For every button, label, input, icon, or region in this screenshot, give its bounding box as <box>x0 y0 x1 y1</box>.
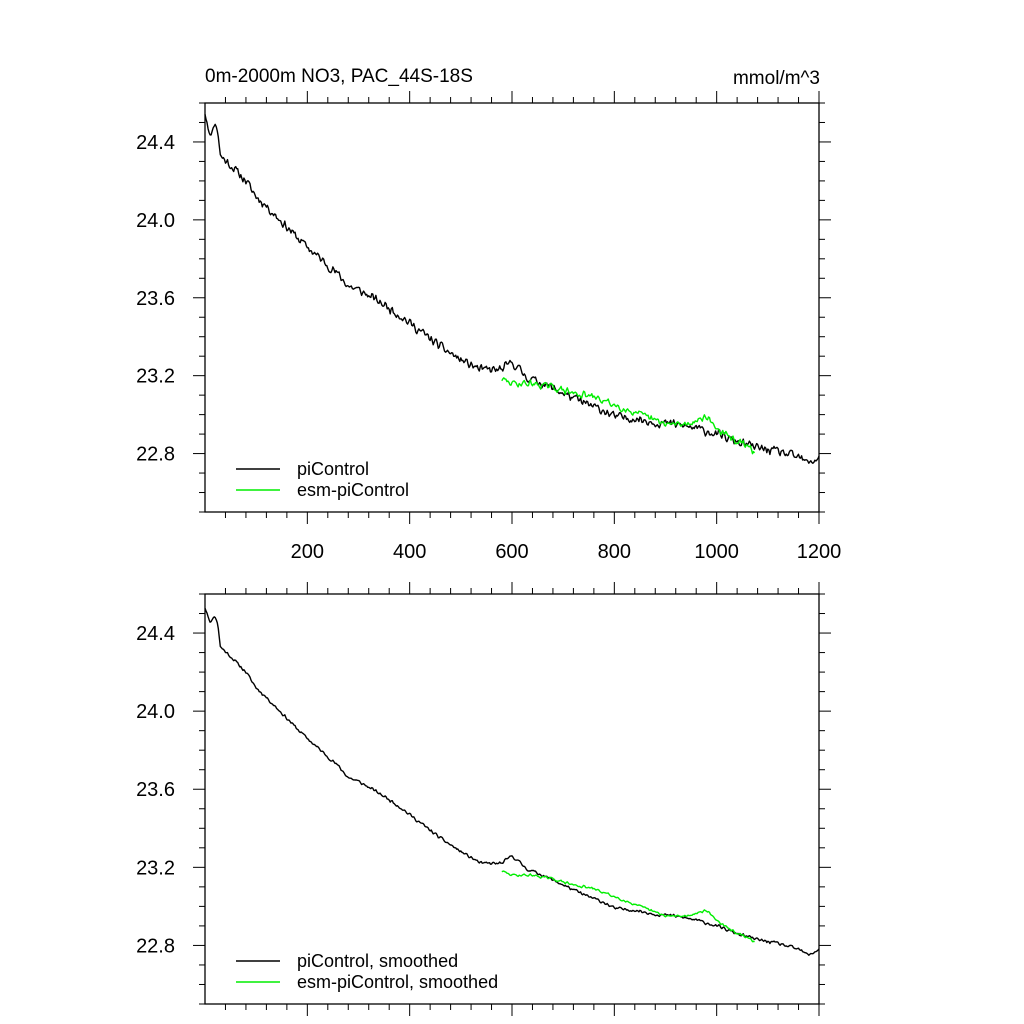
x-tick-label: 800 <box>598 541 631 563</box>
legend-label: esm-piControl <box>297 480 409 500</box>
x-tick-label: 1200 <box>797 541 842 563</box>
series-line-esm-picontrol <box>501 377 756 455</box>
series-line-picontrol <box>204 114 820 464</box>
y-tick-label: 22.8 <box>136 935 175 957</box>
series-line-esm-picontrol-smoothed <box>501 870 755 943</box>
y-tick-label: 23.6 <box>136 288 175 310</box>
y-tick-label: 24.0 <box>136 210 175 232</box>
legend-label: piControl <box>297 459 369 479</box>
y-tick-label: 22.8 <box>136 444 175 466</box>
y-tick-label: 23.2 <box>136 857 175 879</box>
legend-label: piControl, smoothed <box>297 951 458 971</box>
plot-frame-top <box>204 102 820 513</box>
x-tick-label: 400 <box>393 541 426 563</box>
series-line-picontrol-smoothed <box>204 607 820 956</box>
plot-frame-bottom <box>204 593 820 1005</box>
panel-bottom: 22.8 23.2 23.6 24.0 24.4 piControl, smoothed… <box>136 582 831 1016</box>
y-tick-label: 23.6 <box>136 779 175 801</box>
x-tick-label: 600 <box>495 541 528 563</box>
y-tick-label: 24.4 <box>136 132 175 154</box>
y-tick-label: 24.4 <box>136 623 175 645</box>
x-tick-label: 1000 <box>694 541 739 563</box>
y-tick-label: 23.2 <box>136 366 175 388</box>
chart-title: 0m-2000m NO3, PAC_44S-18S <box>205 66 473 87</box>
units-label: mmol/m^3 <box>733 68 820 89</box>
legend-label: esm-piControl, smoothed <box>297 972 498 992</box>
panel-top: 0m-2000m NO3, PAC_44S-18S mmol/m^3 22.8 2… <box>136 66 841 563</box>
y-tick-label: 24.0 <box>136 701 175 723</box>
x-tick-label: 200 <box>291 541 324 563</box>
